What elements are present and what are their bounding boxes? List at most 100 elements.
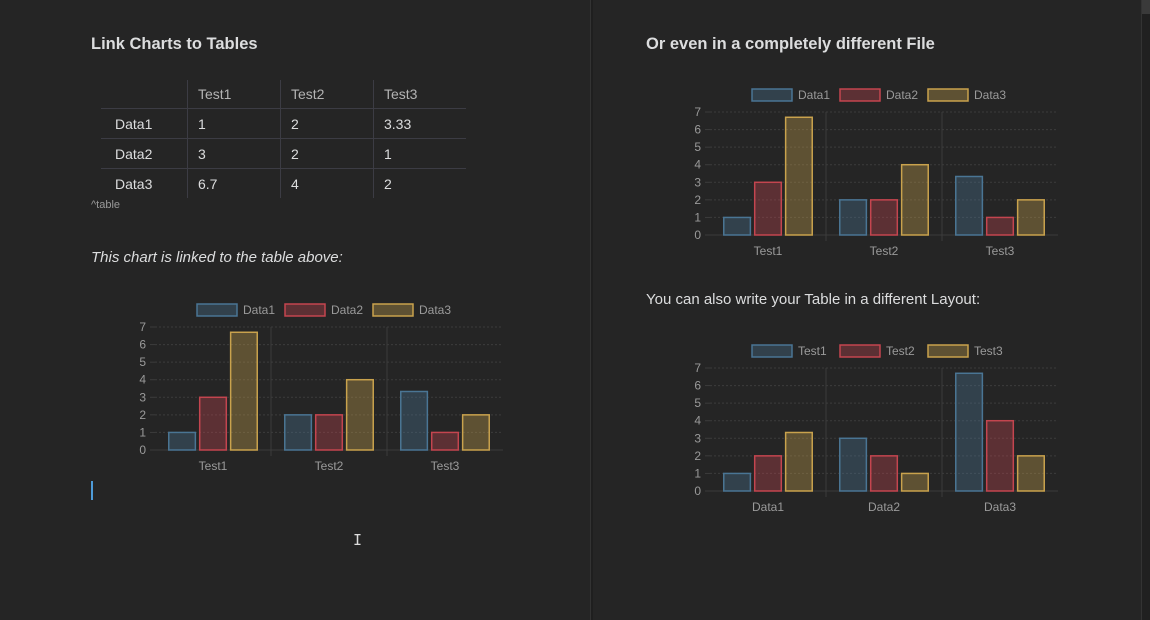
y-tick-label: 2 <box>694 449 701 463</box>
y-tick-label: 0 <box>694 484 701 498</box>
y-tick-label: 4 <box>694 158 701 172</box>
table-caption: ^table <box>91 199 121 211</box>
right-editor-pane[interactable]: Or even in a completely different File D… <box>592 0 1142 620</box>
left-editor-pane[interactable]: Link Charts to Tables Test1 Test2 Test3 … <box>0 0 590 620</box>
table-cell: 2 <box>280 138 374 169</box>
bar-chart-linked: Data1 Data2 Data3 0 1 2 3 4 5 6 7 Test1 Test2 Test3 <box>139 303 503 473</box>
y-tick-label: 5 <box>694 140 701 154</box>
bar <box>314 414 344 451</box>
bar <box>345 378 374 451</box>
ibeam-cursor-icon: I <box>353 531 363 549</box>
legend-label: Data1 <box>243 303 275 317</box>
y-tick-label: 1 <box>694 466 701 480</box>
bar <box>753 455 783 492</box>
legend-label: Data2 <box>886 88 918 102</box>
bar <box>839 437 868 492</box>
bar <box>400 390 429 451</box>
y-tick-label: 1 <box>694 210 701 224</box>
chart-note: This chart is linked to the table above: <box>91 249 343 266</box>
y-tick-label: 4 <box>694 414 701 428</box>
bar <box>723 216 752 236</box>
legend-swatch <box>751 88 793 102</box>
bar <box>723 472 752 492</box>
bar <box>955 175 984 236</box>
table-header-cell: Test1 <box>187 80 281 109</box>
y-tick-label: 5 <box>139 355 146 369</box>
legend-label: Test2 <box>886 344 915 358</box>
table-cell: 2 <box>280 108 374 139</box>
bar <box>430 431 460 451</box>
table-cell: 4 <box>280 168 374 198</box>
bar <box>784 116 813 236</box>
y-tick-label: 1 <box>139 425 146 439</box>
y-tick-label: 3 <box>694 175 701 189</box>
y-tick-label: 6 <box>694 379 701 393</box>
y-tick-label: 5 <box>694 396 701 410</box>
bar-chart-transposed: Test1 Test2 Test3 0 1 2 3 4 5 6 7 Data1 Data2 Data3 <box>694 344 1058 514</box>
legend-swatch <box>839 344 881 358</box>
table-header-row: Test1 Test2 Test3 <box>101 80 466 109</box>
y-tick-label: 0 <box>694 228 701 242</box>
legend-swatch <box>284 303 326 317</box>
y-tick-label: 2 <box>694 193 701 207</box>
y-tick-label: 3 <box>139 390 146 404</box>
legend-label: Data3 <box>419 303 451 317</box>
y-tick-label: 4 <box>139 373 146 387</box>
heading-different-file: Or even in a completely different File <box>646 35 935 53</box>
bar <box>839 199 868 236</box>
table-cell: 6.7 <box>187 168 281 198</box>
table-cell: Data3 <box>101 168 188 198</box>
pane-divider[interactable] <box>590 0 593 620</box>
table-cell: 1 <box>187 108 281 139</box>
table-row: Data3 6.7 4 2 <box>101 168 466 198</box>
scrollbar-thumb[interactable] <box>1142 0 1150 14</box>
y-tick-label: 6 <box>139 338 146 352</box>
y-tick-label: 0 <box>139 443 146 457</box>
legend-swatch <box>372 303 414 317</box>
bar-chart-other-file: Data1 Data2 Data3 0 1 2 3 4 5 6 7 Test1 Test2 Test3 <box>694 88 1058 258</box>
y-tick-label: 7 <box>694 361 701 375</box>
y-tick-label: 7 <box>139 320 146 334</box>
bar <box>955 372 984 492</box>
text-cursor <box>91 481 93 500</box>
bar <box>461 414 490 451</box>
table-cell: 3 <box>187 138 281 169</box>
bar <box>869 455 899 492</box>
bar <box>1016 455 1045 492</box>
layout-note: You can also write your Table in a diffe… <box>646 291 981 308</box>
y-tick-label: 6 <box>694 123 701 137</box>
x-tick-label: Test1 <box>199 459 228 473</box>
bar <box>900 163 929 236</box>
bar <box>229 331 258 451</box>
x-tick-label: Test3 <box>431 459 460 473</box>
table-header-cell: Test3 <box>373 80 466 109</box>
bar <box>284 414 313 451</box>
table-row: Data2 3 2 1 <box>101 138 466 169</box>
bar <box>1016 199 1045 236</box>
bar <box>985 419 1015 492</box>
heading-link-charts: Link Charts to Tables <box>91 35 258 53</box>
x-tick-label: Data3 <box>984 500 1016 514</box>
y-tick-label: 7 <box>694 105 701 119</box>
legend-swatch <box>196 303 238 317</box>
x-tick-label: Data2 <box>868 500 900 514</box>
scrollbar[interactable] <box>1141 0 1150 620</box>
bar <box>784 431 813 492</box>
table-row: Data1 1 2 3.33 <box>101 108 466 139</box>
y-tick-label: 3 <box>694 431 701 445</box>
table-cell: Data1 <box>101 108 188 139</box>
legend-swatch <box>927 88 969 102</box>
table-header-cell <box>101 80 188 109</box>
legend-label: Data2 <box>331 303 363 317</box>
legend-label: Test3 <box>974 344 1003 358</box>
legend-label: Data1 <box>798 88 830 102</box>
y-tick-label: 2 <box>139 408 146 422</box>
table-cell: Data2 <box>101 138 188 169</box>
bar <box>753 181 783 236</box>
x-tick-label: Test2 <box>315 459 344 473</box>
x-tick-label: Test2 <box>870 244 899 258</box>
bar <box>198 396 228 451</box>
legend-swatch <box>751 344 793 358</box>
legend-swatch <box>927 344 969 358</box>
data-table: Test1 Test2 Test3 Data1 1 2 3.33 Data2 3… <box>101 80 466 198</box>
